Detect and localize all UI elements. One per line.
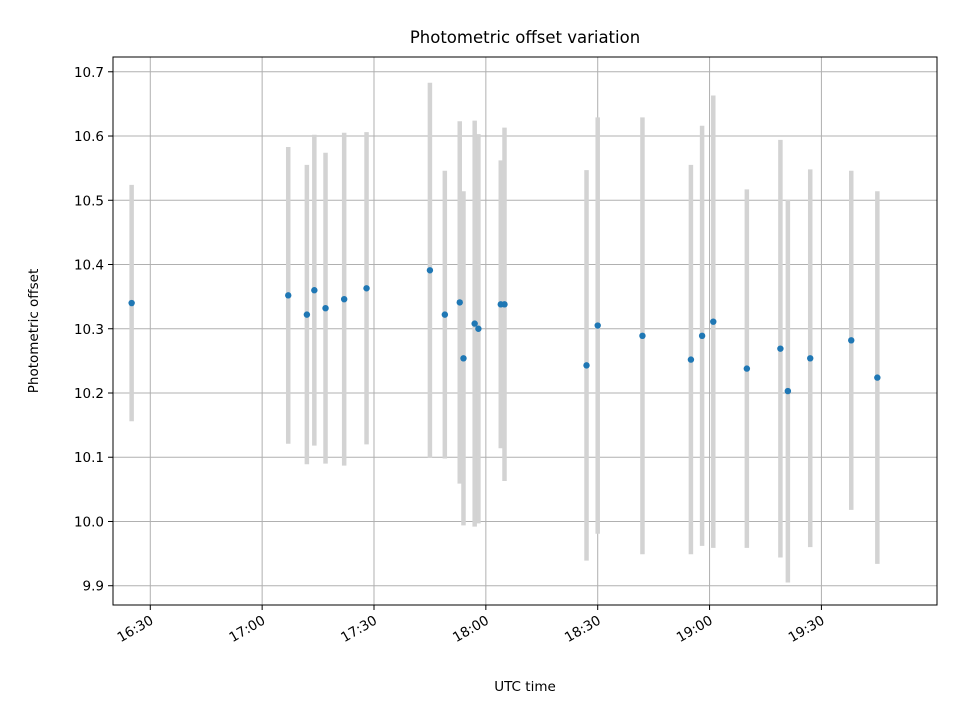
data-point	[303, 311, 311, 318]
data-point	[698, 332, 706, 340]
data-point	[743, 365, 751, 372]
data-point	[639, 332, 646, 340]
data-point	[456, 299, 463, 306]
y-tick-label: 10.1	[74, 450, 104, 466]
data-point	[471, 320, 478, 327]
y-tick-label: 10.4	[74, 258, 104, 274]
data-point	[475, 325, 482, 332]
y-tick-label: 10.3	[74, 322, 104, 338]
point-layer	[128, 267, 881, 395]
plot-frame	[112, 56, 938, 606]
y-tick-label: 10.7	[74, 65, 104, 81]
data-point	[460, 355, 467, 362]
data-point	[807, 355, 814, 362]
y-axis-label: Photometric offset	[26, 269, 42, 393]
data-point	[687, 356, 695, 363]
y-tick-label: 10.5	[74, 193, 104, 209]
data-point	[501, 301, 508, 308]
data-point	[426, 267, 434, 274]
y-axis-ticks: 9.9 10.0 10.1 10.2 10.3 10.4 10.5 10.6 10.7	[74, 65, 113, 595]
y-tick-label: 10.0	[74, 514, 104, 530]
data-point	[340, 295, 348, 303]
data-point	[777, 345, 784, 352]
y-tick-label: 10.6	[74, 129, 104, 145]
data-point	[784, 387, 792, 395]
chart-title: Photometric offset variation	[410, 28, 640, 47]
data-point	[128, 299, 135, 307]
data-point	[594, 322, 601, 329]
grid-layer	[113, 57, 937, 605]
data-point	[583, 362, 590, 369]
y-tick-label: 10.2	[74, 386, 104, 402]
data-point	[311, 287, 318, 294]
data-point	[848, 337, 855, 344]
data-point	[285, 292, 292, 299]
data-point	[363, 285, 370, 292]
y-tick-label: 9.9	[83, 579, 104, 595]
data-point	[874, 374, 881, 381]
data-point	[441, 311, 449, 318]
data-point	[710, 318, 717, 325]
x-axis-label: UTC time	[494, 679, 556, 695]
data-point	[322, 304, 329, 312]
